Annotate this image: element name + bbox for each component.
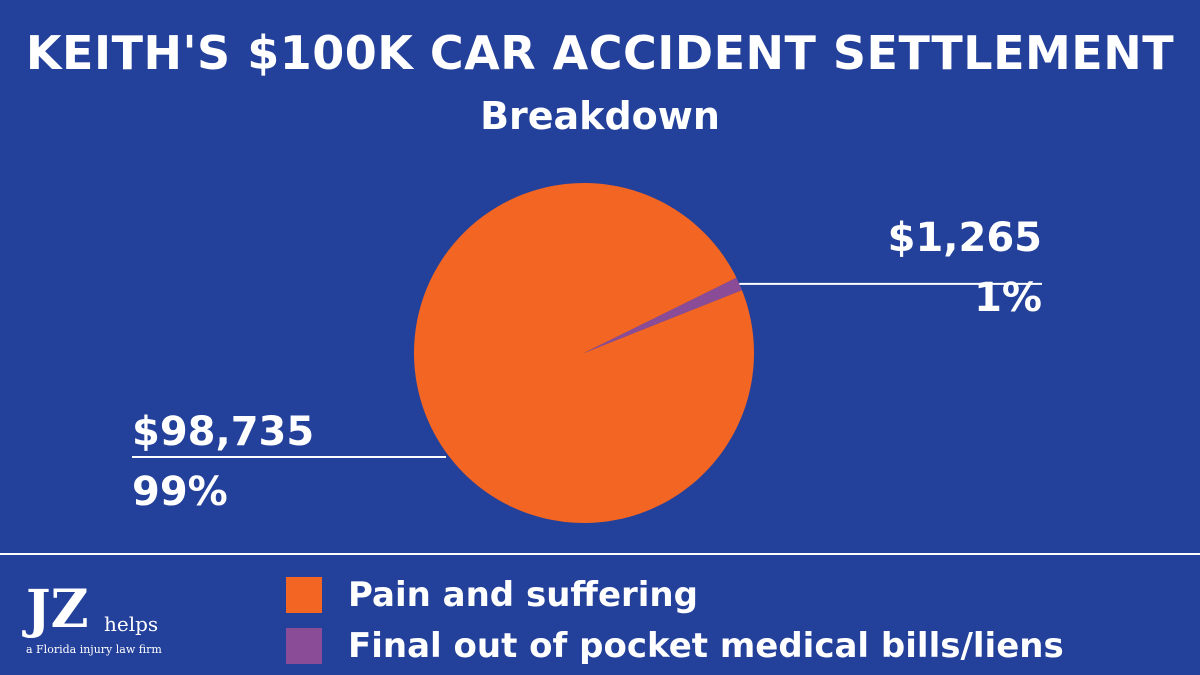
logo-tagline: a Florida injury law firm (26, 643, 162, 656)
slice-value-label-pain-and-suffering: $98,735 (132, 409, 315, 455)
slice-value-label-medical-bills: $1,265 (887, 215, 1042, 261)
footer-divider (0, 553, 1200, 555)
slice-percent-label-medical-bills: 1% (974, 275, 1042, 321)
chart-subtitle: Breakdown (480, 94, 720, 138)
firm-logo: JZ helps a Florida injury law firm (26, 584, 176, 664)
legend-label-medical-bills: Final out of pocket medical bills/liens (348, 626, 1064, 666)
pie-slice-pain-and-suffering (414, 183, 755, 524)
legend-item-pain-and-suffering: Pain and suffering (286, 575, 698, 615)
slice-percent-label-pain-and-suffering: 99% (132, 469, 228, 515)
legend-item-medical-bills: Final out of pocket medical bills/liens (286, 626, 1064, 666)
legend-label-pain-and-suffering: Pain and suffering (348, 575, 698, 615)
logo-word: helps (104, 612, 159, 636)
pie-slice-medical-bills (584, 277, 742, 353)
logo-mark: JZ (26, 579, 89, 640)
chart-title: KEITH'S $100K CAR ACCIDENT SETTLEMENT (25, 26, 1175, 80)
legend-swatch-pain-and-suffering (286, 577, 322, 613)
legend-swatch-medical-bills (286, 628, 322, 664)
